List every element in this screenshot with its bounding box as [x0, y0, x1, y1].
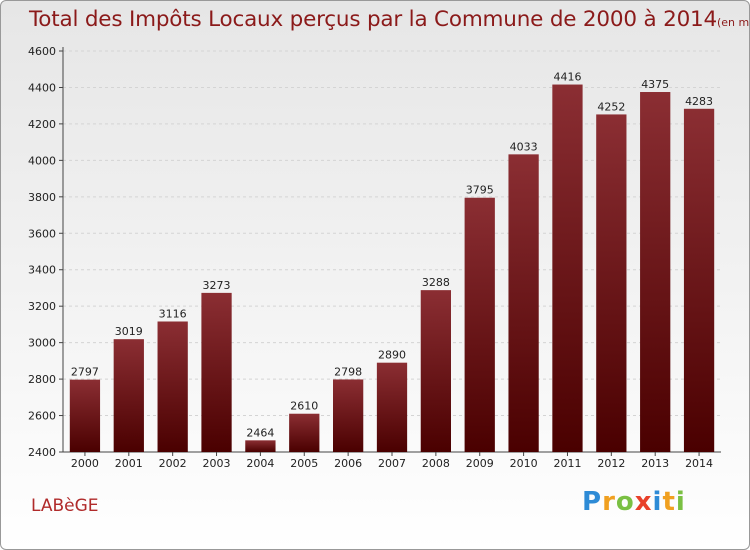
y-tick-label: 4000 [28, 154, 56, 167]
data-label: 4375 [641, 78, 669, 91]
data-label: 3288 [422, 276, 450, 289]
x-tick-label: 2014 [685, 457, 713, 470]
chart-title: Total des Impôts Locaux perçus par la Co… [29, 7, 750, 32]
data-label: 4252 [597, 100, 625, 113]
bar-2004 [245, 440, 276, 452]
logo-letter: i [652, 487, 663, 517]
x-tick-label: 2005 [290, 457, 318, 470]
bar-2003 [201, 292, 232, 452]
labels: 2400 2600 2800 3000 3200 3400 3600 3800 4000 4200… [28, 45, 713, 470]
bar-2012 [596, 114, 627, 452]
y-tick-label: 3000 [28, 337, 56, 350]
data-label: 3019 [115, 325, 143, 338]
y-tick-label: 2800 [28, 373, 56, 386]
x-tick-label: 2007 [378, 457, 406, 470]
x-tick-label: 2006 [334, 457, 362, 470]
bar-2013 [640, 92, 671, 453]
bar-2006 [332, 379, 364, 452]
logo-letter: x [634, 487, 653, 517]
data-label: 3795 [466, 184, 494, 197]
x-tick-label: 2010 [510, 457, 538, 470]
data-label: 3116 [159, 307, 187, 320]
bar-2011 [552, 84, 583, 453]
logo-letter: r [602, 487, 616, 517]
proxiti-logo: Proxiti [582, 487, 686, 517]
y-tick-label: 3600 [28, 227, 56, 240]
x-tick-label: 2012 [597, 457, 625, 470]
bar-2007 [376, 362, 408, 452]
x-tick-label: 2008 [422, 457, 450, 470]
x-tick-label: 2004 [246, 457, 274, 470]
bar-2008 [420, 290, 452, 452]
bar-2001 [113, 339, 144, 452]
data-label: 2610 [290, 400, 318, 413]
data-label: 4033 [510, 140, 538, 153]
data-label: 2797 [71, 366, 99, 379]
data-label: 2798 [334, 365, 362, 378]
data-label: 4416 [553, 71, 581, 84]
bars [69, 84, 715, 453]
x-tick-label: 2013 [641, 457, 669, 470]
y-tick-label: 2600 [28, 410, 56, 423]
bar-2014 [683, 108, 715, 452]
x-tick-label: 2011 [553, 457, 581, 470]
title-text: Total des Impôts Locaux perçus par la Co… [29, 7, 717, 32]
subtitle-text: (en milliers d'€) [717, 16, 750, 29]
bar-2010 [508, 154, 539, 452]
y-tick-label: 4600 [28, 45, 56, 58]
data-label: 3273 [203, 279, 231, 292]
logo-letter: i [675, 487, 686, 517]
y-tick-label: 3800 [28, 191, 56, 204]
x-tick-label: 2009 [466, 457, 494, 470]
data-label: 4283 [685, 95, 713, 108]
y-tick-label: 4400 [28, 81, 56, 94]
x-tick-label: 2001 [115, 457, 143, 470]
bar-2000 [69, 379, 101, 452]
data-label: 2464 [246, 426, 274, 439]
x-tick-label: 2000 [71, 457, 99, 470]
y-tick-label: 4200 [28, 118, 56, 131]
x-tick-label: 2002 [159, 457, 187, 470]
logo-letter: o [615, 487, 635, 517]
bar-2005 [289, 413, 320, 452]
x-tick-label: 2003 [203, 457, 231, 470]
data-label: 2890 [378, 349, 406, 362]
y-tick-label: 2400 [28, 446, 56, 459]
logo-letter: t [662, 487, 676, 517]
logo-letter: P [582, 487, 603, 517]
bar-2002 [157, 321, 188, 452]
commune-name: LABèGE [31, 496, 99, 516]
y-tick-label: 3200 [28, 300, 56, 313]
bar-2009 [464, 197, 495, 452]
y-tick-label: 3400 [28, 264, 56, 277]
